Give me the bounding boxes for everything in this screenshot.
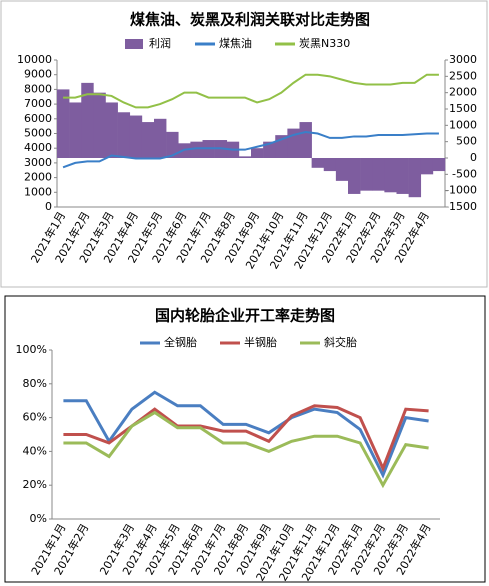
profit-bar [263, 141, 276, 158]
y2-tick-label: -500 [452, 167, 477, 180]
profit-bar [93, 92, 106, 158]
series-line [63, 410, 429, 489]
profit-bar [69, 102, 82, 158]
legend-label: 半钢胎 [244, 335, 277, 349]
y-tick-label: 80% [23, 377, 47, 390]
y2-tick-label: 1000 [449, 118, 477, 131]
y-tick-label: 10000 [17, 53, 52, 66]
profit-bar [372, 158, 385, 191]
profit-bar [299, 122, 312, 158]
y2-tick-label: -1000 [445, 184, 477, 197]
y-tick-label: 5000 [24, 127, 52, 140]
profit-bar [432, 158, 446, 172]
profit-bar [141, 122, 155, 158]
profit-bar [323, 158, 337, 172]
y2-tick-label: -1500 [445, 200, 477, 213]
profit-bar [105, 102, 118, 158]
legend-label: 煤焦油 [219, 36, 252, 50]
y-tick-label: 7000 [24, 97, 52, 110]
profit-bar [420, 158, 434, 175]
y-tick-label: 3000 [24, 156, 52, 169]
profit-bar [311, 158, 325, 168]
y-tick-label: 4000 [24, 141, 52, 154]
profit-bar [384, 158, 397, 193]
series-line [63, 404, 429, 473]
legend-label: 利润 [149, 36, 171, 50]
profit-bar [81, 82, 94, 158]
y-tick-label: 40% [23, 444, 47, 457]
profit-bar [190, 141, 203, 158]
y-tick-label: 100% [16, 343, 47, 356]
y-tick-label: 60% [23, 411, 47, 424]
profit-bar [335, 158, 349, 181]
legend-label: 全钢胎 [164, 335, 197, 349]
series-line [63, 390, 429, 479]
y2-tick-label: 2500 [449, 69, 477, 82]
series-line [62, 131, 439, 169]
profit-bar [57, 89, 70, 158]
y-tick-label: 1000 [24, 185, 52, 198]
profit-bar [129, 115, 143, 158]
y-tick-label: 0% [30, 512, 47, 525]
y-tick-label: 8000 [24, 82, 52, 95]
y2-tick-label: 2000 [449, 86, 477, 99]
legend-label: 斜交胎 [324, 335, 357, 349]
profit-bar [408, 158, 422, 198]
y-tick-label: 9000 [24, 68, 52, 81]
y2-tick-label: 0 [470, 151, 477, 164]
y-tick-label: 6000 [24, 112, 52, 125]
y2-tick-label: 1500 [449, 102, 477, 115]
profit-bar [166, 131, 179, 158]
y-tick-label: 0 [45, 200, 52, 213]
profit-bar [154, 118, 167, 158]
profit-bar [238, 156, 252, 158]
chart-title: 国内轮胎企业开工率走势图 [155, 307, 335, 325]
chart-frame [4, 295, 486, 583]
profit-bar [360, 158, 373, 191]
profit-bar [251, 148, 264, 158]
chart-title: 煤焦油、炭黑及利润关联对比走势图 [130, 11, 370, 29]
y2-tick-label: 500 [456, 135, 477, 148]
legend-swatch [125, 39, 143, 49]
y2-tick-label: 3000 [449, 53, 477, 66]
legend-label: 炭黑N330 [299, 37, 350, 50]
profit-bar [396, 158, 409, 194]
y-tick-label: 2000 [24, 171, 52, 184]
profit-bar [117, 112, 131, 158]
profit-bar [348, 158, 361, 194]
series-line [63, 73, 439, 109]
y-tick-label: 20% [23, 478, 47, 491]
